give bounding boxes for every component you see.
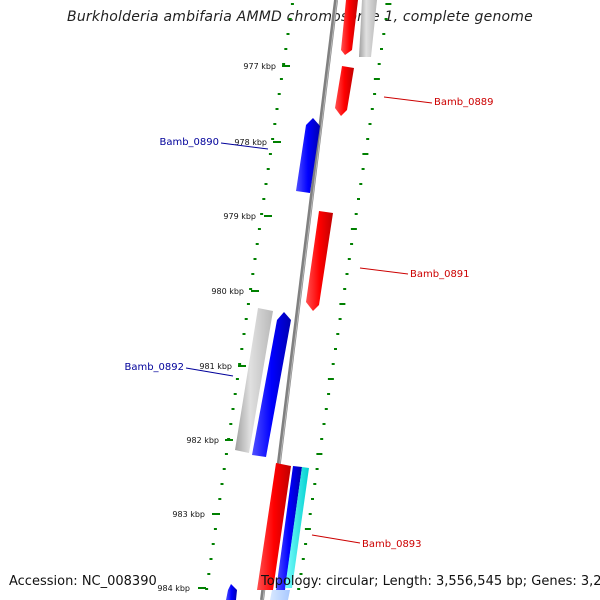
gene-feature-reverse[interactable] bbox=[276, 466, 302, 590]
kbp-label: 978 kbp bbox=[234, 138, 267, 147]
kbp-label: 979 kbp bbox=[223, 212, 256, 221]
outer-scale-dots bbox=[297, 3, 392, 590]
gene-feature-reverse[interactable] bbox=[252, 312, 291, 457]
accession-text: Accession: NC_008390 bbox=[9, 574, 157, 589]
gene-feature-forward[interactable] bbox=[306, 211, 333, 311]
kbp-label: 982 kbp bbox=[186, 436, 219, 445]
gene-feature-reverse[interactable] bbox=[226, 584, 237, 600]
gene-feature-reverse[interactable] bbox=[296, 118, 320, 193]
gene-feature-forward[interactable] bbox=[341, 0, 358, 55]
gene-label[interactable]: Bamb_0890 bbox=[159, 137, 219, 148]
kbp-label: 983 kbp bbox=[172, 510, 205, 519]
gene-label-leader bbox=[220, 142, 269, 150]
inner-scale-dots bbox=[205, 3, 294, 590]
cyan-feature[interactable] bbox=[285, 467, 309, 588]
reverse-strand-features bbox=[226, 118, 320, 600]
kbp-scale: 977 kbp 978 kbp 979 kbp 980 kbp 981 kbp 982 k… bbox=[157, 62, 290, 593]
gene-label-leader bbox=[383, 96, 433, 104]
gene-label[interactable]: Bamb_0891 bbox=[410, 269, 470, 280]
forward-strand-features bbox=[257, 0, 358, 590]
gene-labels: Bamb_0889 Bamb_0890 Bamb_0891 Bamb_0892 Bamb… bbox=[124, 96, 494, 550]
gene-label-leader bbox=[311, 534, 361, 544]
kbp-label: 980 kbp bbox=[211, 287, 244, 296]
gene-label[interactable]: Bamb_0889 bbox=[434, 97, 494, 108]
gene-label[interactable]: Bamb_0893 bbox=[362, 539, 422, 550]
gene-label[interactable]: Bamb_0892 bbox=[124, 362, 184, 373]
gray-features bbox=[235, 0, 377, 453]
kbp-label: 977 kbp bbox=[243, 62, 276, 71]
gray-feature[interactable] bbox=[235, 308, 273, 453]
gene-feature-forward[interactable] bbox=[335, 66, 354, 116]
gene-label-leader bbox=[185, 367, 234, 377]
kbp-label: 981 kbp bbox=[199, 362, 232, 371]
gray-feature[interactable] bbox=[359, 0, 377, 57]
map-title: Burkholderia ambifaria AMMD chromosome 1… bbox=[67, 9, 533, 25]
gene-feature-forward[interactable] bbox=[257, 463, 291, 590]
gene-label-leader bbox=[359, 267, 409, 275]
kbp-label: 984 kbp bbox=[157, 584, 190, 593]
genome-summary-text: Topology: circular; Length: 3,556,545 bp… bbox=[261, 574, 600, 589]
cyan-features bbox=[270, 467, 309, 600]
pale-blue-feature[interactable] bbox=[270, 590, 290, 600]
